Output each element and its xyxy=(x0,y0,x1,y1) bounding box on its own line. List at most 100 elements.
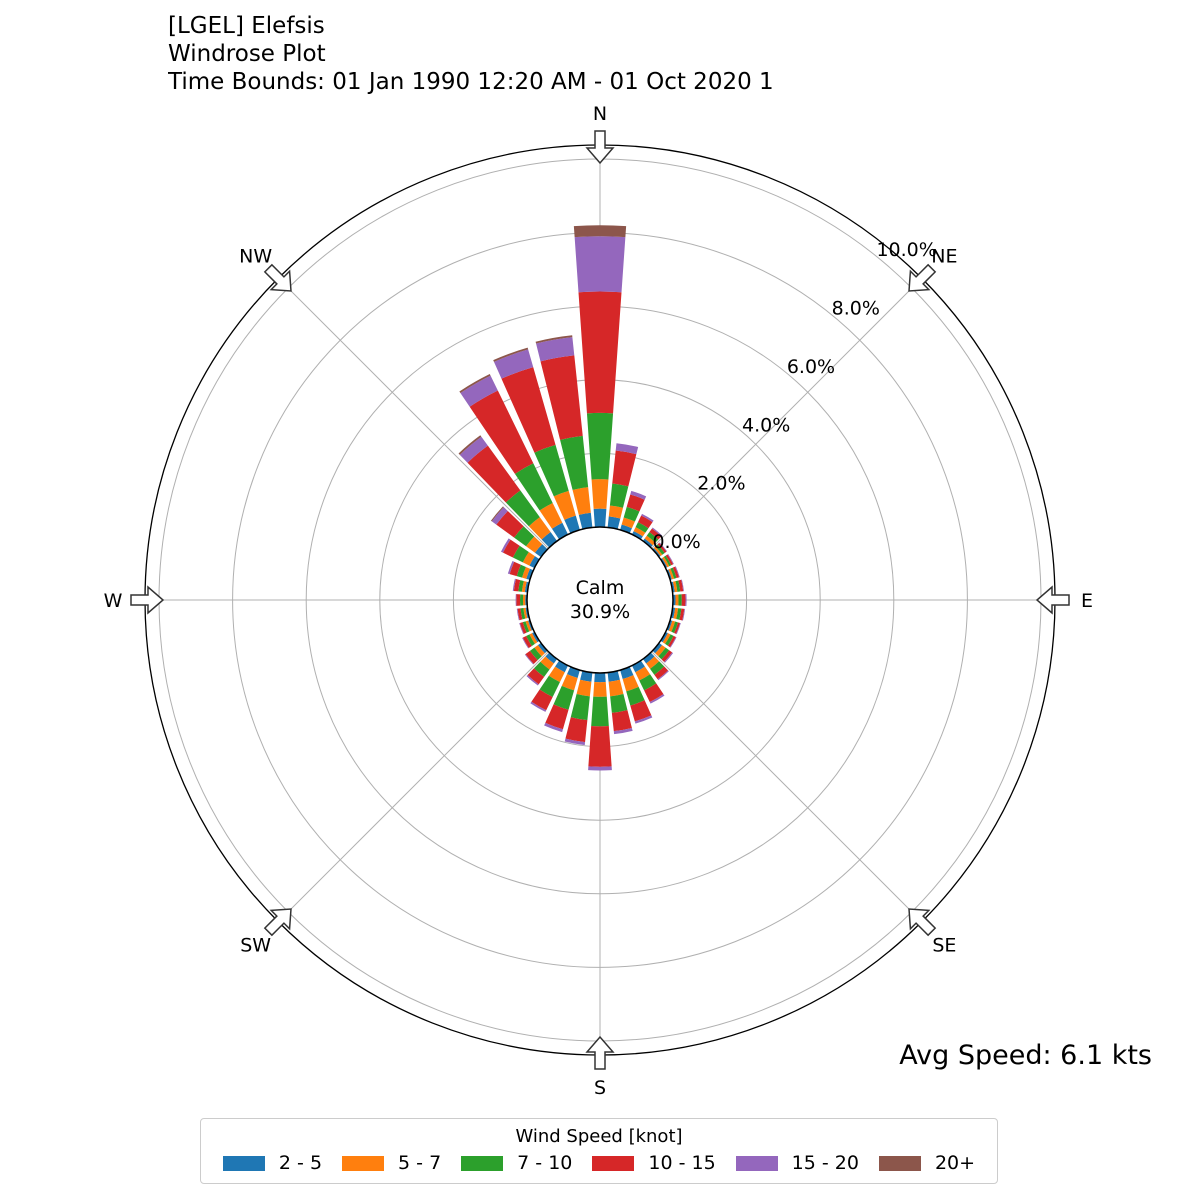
wind-bar-segment xyxy=(539,502,563,529)
direction-label: S xyxy=(594,1077,606,1099)
wind-bar-segment xyxy=(652,548,661,558)
wind-bar-segment xyxy=(676,608,682,620)
wind-bar-segment xyxy=(633,527,646,537)
wind-bar-segment xyxy=(632,531,643,540)
wind-bar-segment xyxy=(534,645,545,657)
wind-bar-segment xyxy=(607,516,621,530)
wind-bar-segment xyxy=(536,337,575,362)
wind-bar-segment xyxy=(548,666,565,683)
wind-bar-segment xyxy=(545,704,569,730)
legend-label: 7 - 10 xyxy=(517,1152,573,1174)
wind-bar-segment xyxy=(588,726,612,767)
direction-arrow-shape xyxy=(585,1035,615,1070)
wind-bar-segment xyxy=(527,668,545,685)
legend-label: 5 - 7 xyxy=(398,1152,442,1174)
calm-label: Calm xyxy=(576,577,625,599)
wind-bar-segment xyxy=(524,654,534,665)
wind-bar-segment xyxy=(678,594,682,606)
direction-arrow-shape xyxy=(263,263,292,292)
wind-bar-segment xyxy=(622,675,639,692)
radial-tick-label: 2.0% xyxy=(697,473,745,495)
wind-bar-segment xyxy=(639,674,657,691)
direction-arrow-shape xyxy=(130,585,165,615)
wind-bar-segment xyxy=(591,696,609,727)
direction-arrow-icon xyxy=(585,130,615,165)
angular-gridline xyxy=(277,651,549,923)
wind-bar-segment xyxy=(493,347,529,362)
direction-arrow-icon xyxy=(1035,585,1070,615)
wind-bar-segment xyxy=(553,685,575,710)
wind-bar-segment xyxy=(578,512,593,530)
wind-bar-segment xyxy=(650,661,665,675)
wind-bar-segment xyxy=(516,564,526,578)
wind-bar-segment xyxy=(540,656,554,670)
wind-bar-segment xyxy=(644,683,664,702)
wind-bar-segment xyxy=(672,581,678,593)
wind-bar-segment xyxy=(459,373,491,394)
wind-bar-segment xyxy=(672,566,680,579)
wind-bar-segment xyxy=(674,622,681,634)
legend: Wind Speed [knot] 2 - 5 5 - 7 7 - 10 10 … xyxy=(200,1118,998,1184)
wind-bar-segment xyxy=(502,539,520,558)
wind-bar-segment xyxy=(646,532,659,543)
legend-label: 2 - 5 xyxy=(278,1152,323,1174)
wind-bar-segment xyxy=(615,443,639,455)
wind-bar-segment xyxy=(626,494,645,512)
wind-bar-segment xyxy=(490,506,504,522)
wind-bar-segment xyxy=(657,542,667,553)
direction-label: NE xyxy=(931,246,957,268)
wind-bar-segment xyxy=(663,555,672,567)
wind-bar-segment xyxy=(634,715,653,724)
chart-title: [LGEL] Elefsis Windrose Plot Time Bounds… xyxy=(168,12,818,96)
direction-label: NW xyxy=(239,246,272,268)
wind-bar-segment xyxy=(646,656,660,669)
wind-bar-segment xyxy=(671,621,678,633)
wind-bar-segment xyxy=(516,608,520,621)
wind-bar-segment xyxy=(665,554,674,566)
angular-gridline xyxy=(651,277,923,549)
wind-bar-segment xyxy=(657,670,669,681)
wind-bar-segment xyxy=(532,632,540,643)
wind-bar-segment xyxy=(513,579,521,592)
radial-tick-label: 10.0% xyxy=(876,239,936,261)
wind-bar-segment xyxy=(518,580,524,592)
wind-bar-segment xyxy=(530,701,547,712)
legend-swatch xyxy=(735,1155,778,1171)
wind-bar-segment xyxy=(496,510,524,538)
wind-bar-segment xyxy=(526,568,534,580)
wind-bar-segment xyxy=(555,660,568,673)
legend-swatch xyxy=(878,1155,921,1171)
wind-bar-segment xyxy=(673,607,679,619)
wind-bar-segment xyxy=(565,717,588,743)
wind-bar-segment xyxy=(576,679,592,697)
wind-bar-segment xyxy=(669,637,677,648)
wind-bar-segment xyxy=(679,608,685,621)
wind-bar-segment xyxy=(681,579,684,592)
wind-bar-segment xyxy=(649,694,665,704)
wind-bar-segment xyxy=(574,236,626,293)
wind-bar-segment xyxy=(675,580,681,592)
wind-bar-segment xyxy=(642,652,655,664)
wind-bar-segment xyxy=(661,650,673,662)
wind-bar-segment xyxy=(460,375,498,407)
wind-bar-segment xyxy=(501,367,556,453)
wind-bar-segment xyxy=(607,670,620,682)
wind-bar-segment xyxy=(537,642,548,654)
wind-bar-segment xyxy=(469,390,534,474)
wind-bar-segment xyxy=(551,522,568,540)
wind-bar-segment xyxy=(493,349,534,379)
wind-bar-segment xyxy=(505,490,540,527)
wind-bar-segment xyxy=(522,551,535,566)
wind-bar-segment xyxy=(591,479,609,509)
wind-bar-segment xyxy=(675,566,680,578)
wind-bar-segment xyxy=(620,524,632,534)
wind-bar-segment xyxy=(521,581,527,593)
legend-item: 15 - 20 xyxy=(735,1152,859,1174)
wind-bar-segment xyxy=(670,567,677,579)
wind-bar-segment xyxy=(526,536,543,553)
wind-bar-segment xyxy=(658,647,670,660)
wind-bar-segment xyxy=(662,556,670,568)
avg-speed-label: Avg Speed: 6.1 kts xyxy=(899,1040,1152,1071)
legend-item: 2 - 5 xyxy=(222,1152,323,1174)
wind-bar-segment xyxy=(520,594,524,606)
